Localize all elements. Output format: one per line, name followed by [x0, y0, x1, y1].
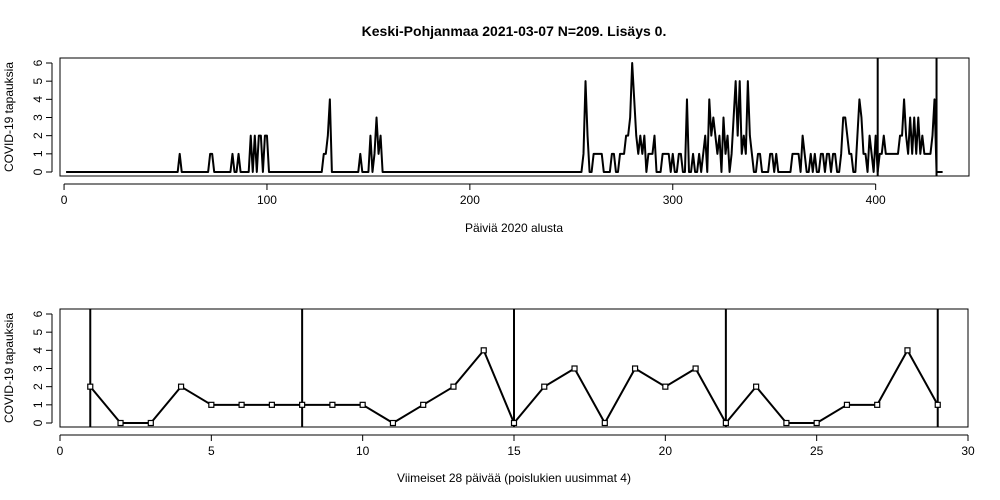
top-panel: Päiviä 2020 alusta COVID-19 tapauksia 0 1…: [2, 57, 970, 235]
bottom-data-point: [329, 401, 336, 408]
top-x-tick-label: 100: [257, 193, 277, 207]
bottom-y-tick-label: 1: [31, 401, 45, 408]
bottom-data-point: [208, 401, 215, 408]
top-y-tick-label: 6: [31, 59, 45, 66]
bottom-data-point: [753, 383, 760, 390]
bottom-y-tick-label: 6: [31, 310, 45, 317]
bottom-data-point: [541, 383, 548, 390]
top-x-tick-label: 400: [866, 193, 886, 207]
bottom-data-point: [389, 419, 397, 427]
bottom-x-tick-label: 10: [356, 444, 370, 458]
bottom-y-tick-label: 3: [31, 365, 45, 372]
top-x-tick-label: 0: [61, 193, 68, 207]
bottom-x-tick-label: 20: [659, 444, 673, 458]
bottom-data-point: [510, 419, 518, 427]
bottom-data-point: [87, 383, 94, 390]
bottom-data-point: [843, 401, 851, 408]
bottom-data-point: [268, 401, 275, 408]
bottom-y-tick-label: 2: [31, 383, 45, 390]
bottom-data-point: [783, 419, 790, 427]
bottom-data-point: [177, 383, 185, 390]
top-x-axis-label: Päiviä 2020 alusta: [465, 221, 563, 235]
bottom-data-point: [904, 347, 911, 354]
top-y-tick-label: 1: [31, 150, 45, 157]
bottom-x-tick-label: 25: [810, 444, 824, 458]
bottom-data-point: [601, 419, 608, 427]
top-y-tick-label: 3: [31, 114, 45, 121]
bottom-data-point: [631, 365, 639, 372]
bottom-data-point: [934, 401, 941, 408]
bottom-data-point: [147, 419, 154, 427]
top-x-tick-label: 300: [663, 193, 683, 207]
bottom-data-point: [480, 347, 487, 354]
bottom-panel: Viimeiset 28 päivää (poislukien uusimmat…: [2, 308, 975, 485]
bottom-data-point: [571, 365, 578, 372]
top-plot-frame: [59, 57, 970, 177]
bottom-y-tick-label: 0: [31, 419, 45, 426]
chart-title: Keski-Pohjanmaa 2021-03-07 N=209. Lisäys…: [362, 23, 667, 39]
bottom-data-point: [359, 401, 366, 408]
top-y-axis-label: COVID-19 tapauksia: [2, 62, 16, 172]
bottom-data-point: [117, 419, 124, 427]
bottom-data-point: [299, 401, 306, 408]
bottom-data-point: [722, 419, 729, 427]
top-y-tick-label: 4: [31, 96, 45, 103]
bottom-data-point: [420, 401, 427, 408]
bottom-x-tick-label: 15: [507, 444, 521, 458]
bottom-data-point: [450, 383, 457, 390]
bottom-x-tick-label: 5: [208, 444, 215, 458]
bottom-data-point: [874, 401, 881, 408]
bottom-data-point: [662, 383, 669, 390]
bottom-data-point: [813, 419, 820, 427]
top-series-line: [66, 62, 943, 173]
top-x-tick-label: 200: [460, 193, 480, 207]
bottom-y-tick-label: 5: [31, 329, 45, 336]
bottom-data-point: [238, 401, 245, 408]
top-y-tick-label: 2: [31, 132, 45, 139]
bottom-y-tick-label: 4: [31, 347, 45, 354]
bottom-x-tick-label: 0: [57, 444, 64, 458]
bottom-x-axis-label: Viimeiset 28 päivää (poislukien uusimmat…: [397, 471, 631, 485]
bottom-x-tick-label: 30: [961, 444, 975, 458]
bottom-y-axis-label: COVID-19 tapauksia: [2, 313, 16, 423]
top-y-tick-label: 5: [31, 78, 45, 85]
top-y-tick-label: 0: [31, 168, 45, 175]
bottom-data-point: [692, 365, 699, 372]
